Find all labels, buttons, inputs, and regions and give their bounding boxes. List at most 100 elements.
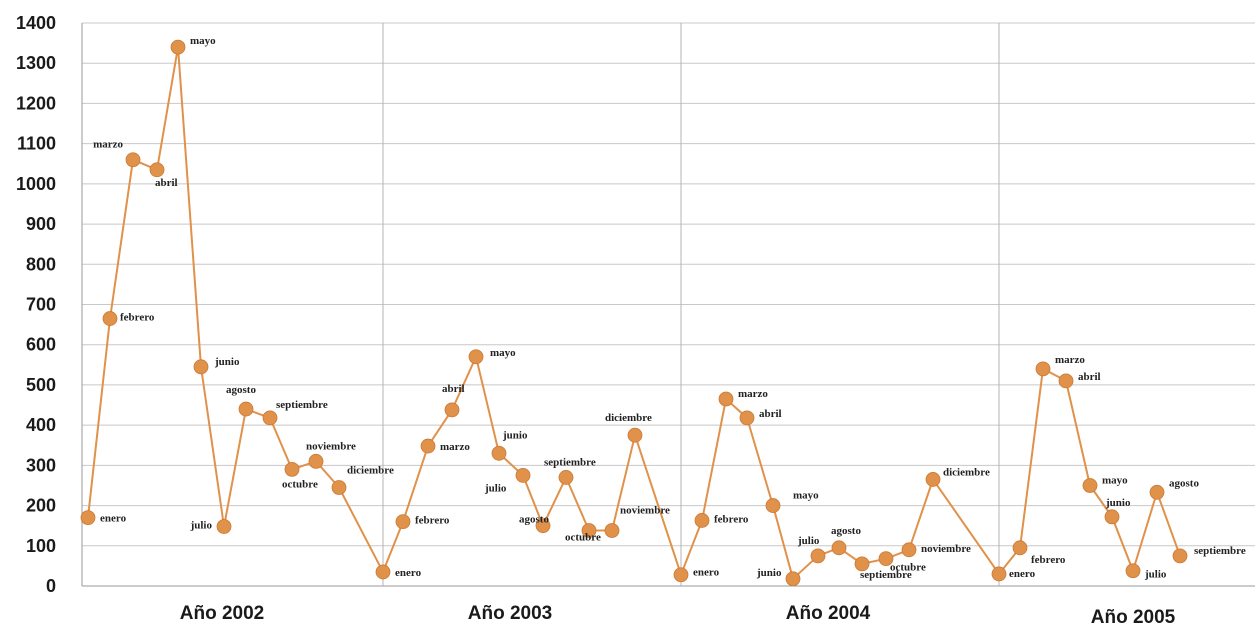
point-label: julio: [484, 482, 507, 494]
point-label: enero: [100, 513, 127, 525]
point-label: agosto: [519, 514, 549, 526]
x-axis-year-labels: Año 2002 Año 2003 Año 2004 Año 2005: [180, 603, 1176, 627]
data-point: [718, 391, 734, 407]
data-point: [170, 39, 186, 55]
year-dividers: [382, 23, 1000, 586]
y-tick-label: 1000: [16, 174, 56, 194]
point-label: septiembre: [544, 456, 596, 468]
data-point: [991, 566, 1007, 582]
data-point: [420, 438, 436, 454]
point-label: mayo: [490, 347, 516, 359]
x-year-label: Año 2003: [468, 603, 552, 624]
point-label: abril: [155, 177, 178, 189]
point-label: marzo: [1055, 354, 1085, 366]
data-point: [444, 402, 460, 418]
point-label: marzo: [93, 139, 123, 151]
data-point: [125, 152, 141, 168]
y-tick-label: 1300: [16, 53, 56, 73]
point-label: julio: [797, 535, 820, 547]
data-point: [1035, 361, 1051, 377]
data-point: [901, 542, 917, 558]
y-tick-label: 0: [46, 576, 56, 596]
data-point: [1172, 548, 1188, 564]
data-point: [810, 548, 826, 564]
point-label: junio: [214, 356, 240, 368]
data-point: [535, 518, 551, 534]
data-point: [102, 311, 118, 326]
y-axis: 0 100 200 300 400 500 600 700 800 900 1000 1100 1200…: [16, 13, 83, 596]
point-label: noviembre: [620, 505, 670, 517]
point-label: agosto: [226, 384, 256, 396]
data-point: [1104, 509, 1120, 525]
point-label: febrero: [1031, 554, 1066, 566]
data-point: [1012, 540, 1028, 556]
point-label: enero: [395, 567, 422, 579]
series-line: [87, 46, 1181, 580]
point-label: julio: [1144, 569, 1167, 581]
data-markers: [80, 39, 1188, 587]
data-point: [1082, 478, 1098, 493]
y-tick-label: 600: [26, 335, 56, 355]
data-point: [491, 445, 507, 461]
data-point: [785, 571, 801, 587]
point-label: noviembre: [921, 543, 971, 555]
y-tick-label: 900: [26, 214, 56, 234]
point-label: noviembre: [306, 440, 356, 452]
y-tick-label: 100: [26, 536, 56, 556]
data-point: [308, 453, 324, 469]
point-label: octubre: [890, 562, 926, 574]
point-label: junio: [502, 429, 528, 441]
y-tick-label: 500: [26, 375, 56, 395]
data-point: [1125, 563, 1141, 579]
point-label: diciembre: [943, 466, 990, 478]
data-point: [627, 427, 643, 443]
point-label: abril: [759, 408, 782, 420]
data-point: [831, 540, 847, 556]
y-tick-label: 300: [26, 455, 56, 475]
y-tick-label: 700: [26, 295, 56, 315]
point-label: marzo: [738, 388, 768, 400]
data-point: [925, 472, 941, 487]
point-label: abril: [1078, 371, 1101, 383]
data-point: [193, 359, 209, 375]
x-year-label: Año 2002: [180, 603, 264, 624]
data-point: [739, 410, 755, 426]
data-point: [558, 470, 574, 485]
point-label: octubre: [282, 478, 318, 490]
data-point: [395, 514, 411, 530]
data-point: [375, 564, 391, 580]
data-point: [1058, 373, 1074, 389]
series-path: [87, 46, 1181, 580]
y-tick-label: 200: [26, 496, 56, 516]
data-point: [673, 567, 689, 583]
data-point: [80, 510, 96, 526]
point-labels: enero febrero marzo abril mayo junio julio agos…: [93, 35, 1246, 581]
point-label: mayo: [190, 35, 216, 47]
point-label: mayo: [1102, 474, 1128, 486]
data-point: [238, 401, 254, 417]
data-point: [515, 468, 531, 483]
data-point: [262, 410, 278, 426]
point-label: junio: [1105, 497, 1131, 509]
point-label: julio: [190, 519, 213, 531]
point-label: enero: [693, 567, 720, 579]
point-label: enero: [1009, 568, 1036, 580]
point-label: octubre: [565, 532, 601, 544]
data-point: [878, 551, 894, 567]
data-point: [694, 513, 710, 528]
gridlines: [82, 22, 1255, 587]
data-point: [468, 349, 484, 365]
point-label: mayo: [793, 490, 819, 502]
y-tick-label: 400: [26, 415, 56, 435]
point-label: agosto: [1169, 477, 1199, 489]
point-label: septiembre: [860, 569, 912, 581]
point-label: agosto: [831, 525, 861, 537]
data-point: [331, 480, 347, 495]
point-label: septiembre: [1194, 545, 1246, 557]
y-tick-label: 1400: [16, 13, 56, 33]
x-year-label: Año 2005: [1091, 607, 1176, 627]
data-point: [581, 523, 597, 538]
point-label: febrero: [714, 513, 749, 525]
point-label: septiembre: [276, 399, 328, 411]
